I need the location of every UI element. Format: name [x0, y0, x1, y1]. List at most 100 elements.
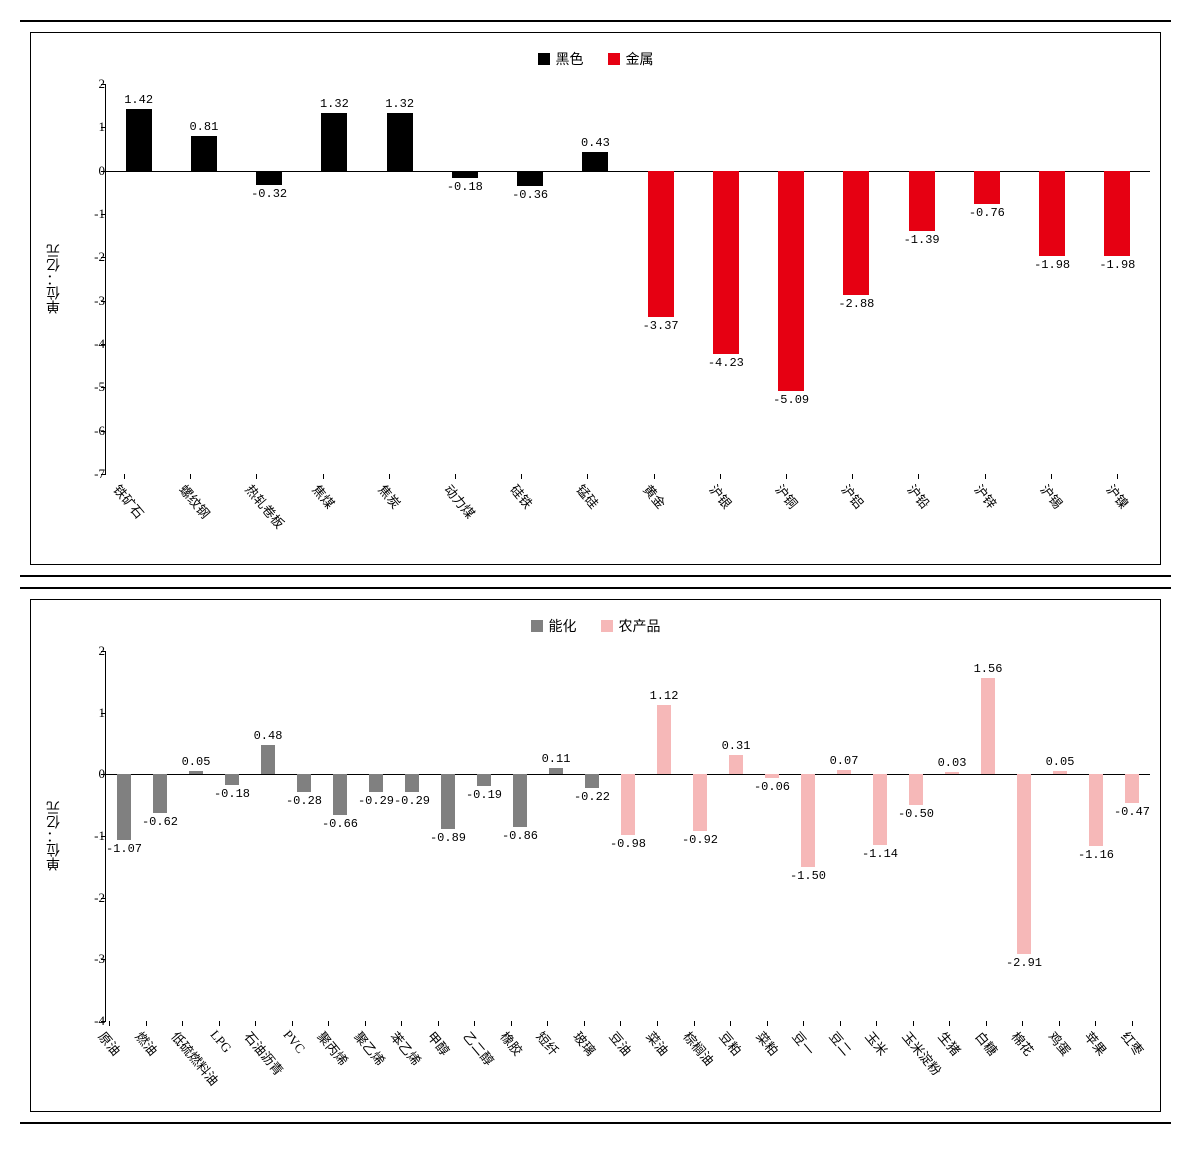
xtick: 菜粕: [748, 1021, 785, 1111]
bar: [621, 774, 635, 834]
xtick: 燃油: [128, 1021, 165, 1111]
bar: [909, 171, 935, 231]
xtick: 沪铅: [885, 474, 951, 564]
chart2-legend-item: 农产品: [601, 616, 661, 636]
bar: [974, 171, 1000, 204]
xtick: 沪银: [687, 474, 753, 564]
xtick-label: 豆油: [606, 1027, 637, 1059]
bar: [513, 774, 527, 827]
bar: [1104, 171, 1130, 257]
bar-slot: -1.14: [862, 651, 898, 1021]
xtick-label: LPG: [207, 1027, 235, 1056]
xtick: 锰硅: [554, 474, 620, 564]
chart1-legend-item: 黑色: [538, 49, 584, 69]
bar-slot: -1.16: [1078, 651, 1114, 1021]
xtick: 鸡蛋: [1040, 1021, 1077, 1111]
bar: [729, 755, 743, 774]
bar-value-label: -1.98: [1052, 258, 1183, 272]
bar: [256, 171, 282, 185]
chart1-legend-item: 金属: [608, 49, 654, 69]
chart1-legend: 黑色 金属: [41, 43, 1150, 84]
bar: [517, 171, 543, 187]
bar: [189, 771, 203, 774]
xtick-label: 生猪: [935, 1027, 966, 1059]
xtick-label: 硅铁: [507, 480, 538, 512]
legend-label: 金属: [626, 49, 654, 69]
bar: [585, 774, 599, 788]
xtick: 白糖: [967, 1021, 1004, 1111]
chart2-ylabel: 单位：亿元: [41, 801, 69, 871]
xtick: 棕榈油: [675, 1021, 712, 1111]
xtick: 玉米淀粉: [894, 1021, 931, 1111]
bar-slot: 0.31: [718, 651, 754, 1021]
xtick: 豆油: [602, 1021, 639, 1111]
chart2-box: 能化农产品单位：亿元210-1-2-3-4-1.07-0.620.05-0.18…: [30, 599, 1161, 1112]
bar: [225, 774, 239, 785]
bar-slot: -1.98: [1020, 84, 1085, 474]
xtick: 沪锌: [951, 474, 1017, 564]
xtick-label: 棉花: [1008, 1027, 1039, 1059]
xtick: 螺纹钢: [157, 474, 223, 564]
bar-slot: -0.18: [214, 651, 250, 1021]
xtick-label: 热轧卷板: [242, 480, 290, 532]
bar-slot: 0.48: [250, 651, 286, 1021]
bar-slot: -0.06: [754, 651, 790, 1021]
bar: [582, 152, 608, 171]
bar: [945, 772, 959, 774]
bar: [452, 171, 478, 179]
xtick: 棉花: [1004, 1021, 1041, 1111]
xtick-label: 豆粕: [715, 1027, 746, 1059]
xtick: 低硫燃料油: [164, 1021, 201, 1111]
bar-slot: 1.32: [367, 84, 432, 474]
bar-slot: -0.50: [898, 651, 934, 1021]
xtick-label: 玉米: [862, 1027, 893, 1059]
bar: [909, 774, 923, 805]
bar-value-label: -0.47: [1096, 805, 1168, 819]
bar: [387, 113, 413, 170]
bar: [648, 171, 674, 317]
bar: [713, 171, 739, 354]
xtick-label: 红枣: [1117, 1027, 1148, 1059]
bar-slot: -4.23: [693, 84, 758, 474]
xtick: 苹果: [1077, 1021, 1114, 1111]
xtick-label: 鸡蛋: [1044, 1027, 1075, 1059]
xtick: 沪镍: [1084, 474, 1150, 564]
chart2-legend: 能化 农产品: [41, 610, 1150, 651]
bar: [369, 774, 383, 792]
xtick: 硅铁: [488, 474, 554, 564]
bar: [801, 774, 815, 867]
chart1-box: 黑色金属单位：亿元210-1-2-3-4-5-6-71.420.81-0.321…: [30, 32, 1161, 565]
xtick: 沪锡: [1018, 474, 1084, 564]
xtick-label: 沪铝: [838, 480, 869, 512]
bar-slot: -5.09: [759, 84, 824, 474]
chart1-ylabel: 单位：亿元: [41, 244, 69, 314]
xtick: 石油沥青: [237, 1021, 274, 1111]
xtick-label: 苹果: [1081, 1027, 1112, 1059]
chart2-xticks: 原油燃油低硫燃料油LPG石油沥青PVC聚丙烯聚乙烯苯乙烯甲醇乙二醇橡胶短纤玻璃豆…: [91, 1021, 1150, 1111]
xtick-label: 玻璃: [569, 1027, 600, 1059]
legend-swatch-icon: [601, 620, 613, 632]
xtick-label: 焦炭: [374, 480, 405, 512]
xtick: 玉米: [858, 1021, 895, 1111]
xtick: 黄金: [621, 474, 687, 564]
bar-slot: 0.07: [826, 651, 862, 1021]
bar: [117, 774, 131, 840]
xtick: 铁矿石: [91, 474, 157, 564]
xtick: 红枣: [1113, 1021, 1150, 1111]
legend-label: 能化: [549, 616, 577, 636]
xtick: 菜油: [639, 1021, 676, 1111]
chart1-bars: 1.420.81-0.321.321.32-0.18-0.360.43-3.37…: [106, 84, 1150, 474]
xtick: 沪铝: [819, 474, 885, 564]
xtick: 短纤: [529, 1021, 566, 1111]
chart1-plot: 1.420.81-0.321.321.32-0.18-0.360.43-3.37…: [105, 84, 1150, 474]
bar: [321, 113, 347, 170]
bar-slot: -1.39: [889, 84, 954, 474]
xtick: 豆粕: [712, 1021, 749, 1111]
xtick: 聚乙烯: [347, 1021, 384, 1111]
xtick-label: 豆二: [825, 1027, 856, 1059]
xtick-label: 焦煤: [308, 480, 339, 512]
bar: [693, 774, 707, 831]
bar-slot: -2.88: [824, 84, 889, 474]
legend-swatch-icon: [538, 53, 550, 65]
bar: [1125, 774, 1139, 803]
